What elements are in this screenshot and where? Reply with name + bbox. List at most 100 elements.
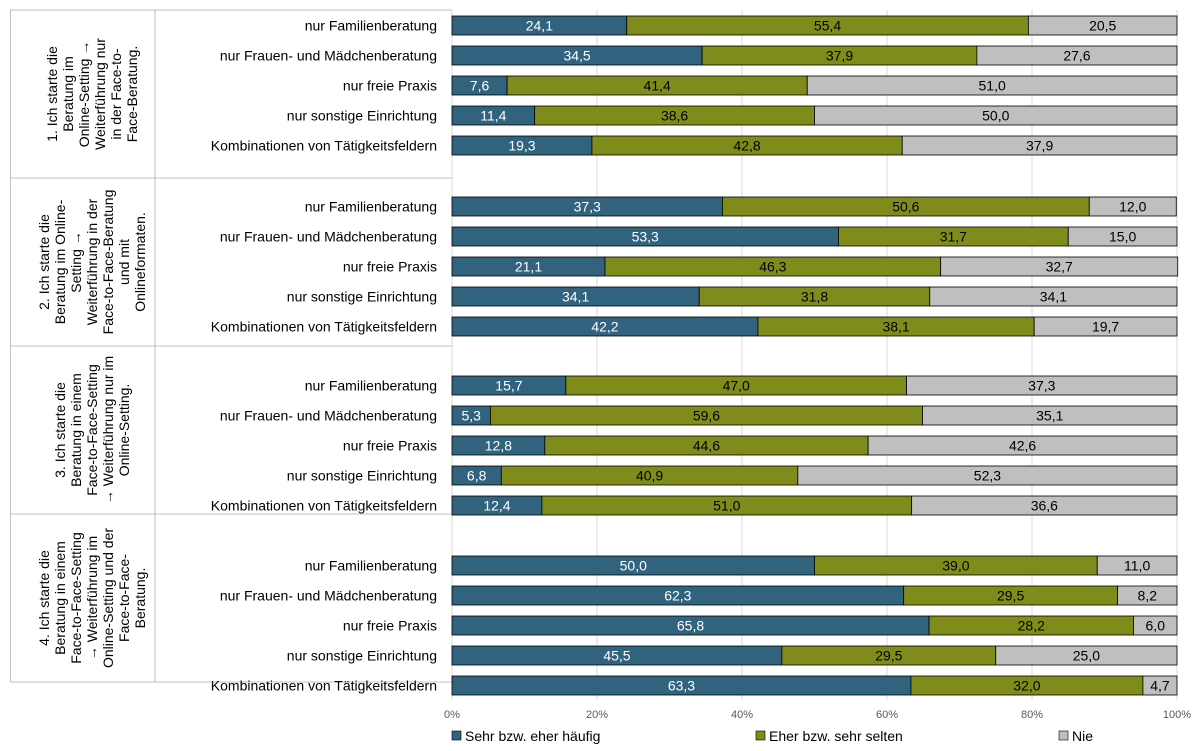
bar-value-label: 12,8 [485,438,512,454]
bar-value-label: 36,6 [1031,498,1058,514]
bar-value-label: 6,0 [1146,618,1166,634]
group-label-line: Face-to-Face-Setting [84,364,100,496]
group-label-line: Weiterführung in der [84,198,100,325]
group-label-line: und mit [116,239,132,285]
bar-segment [867,435,1178,456]
bars: nur Familienberatung 24,1 55,4 20,5 nur Frau… [211,15,1179,696]
bar-value-label: 45,5 [603,648,630,664]
group-label: 3. Ich starte die Beratung in einem Face-t… [52,356,132,504]
group-label-line: Beratung in einem [68,373,84,487]
group-label-line: → Weiterführung im [84,536,100,660]
bar-value-label: 6,8 [467,468,487,484]
x-tick-label: 60% [876,709,898,721]
category-label: nur Frauen- und Mädchenberatung [220,48,437,64]
bar-segment [1096,555,1178,576]
bar-value-label: 21,1 [515,259,542,275]
bar-value-label: 11,4 [480,108,506,124]
legend-swatch [755,730,766,741]
bar-value-label: 24,1 [526,18,553,34]
bar-value-label: 35,1 [1036,408,1063,424]
group-frames [10,9,452,683]
group-label: 1. Ich starte die Beratung im Online-Setti… [44,38,140,150]
bar-segment [806,75,1178,96]
group-label-line: Online-Setting und der [100,528,116,668]
bar-value-label: 34,1 [1040,289,1067,305]
bar-segment [906,375,1178,396]
group-label-line: 3. Ich starte die [52,382,68,478]
category-label: nur sonstige Einrichtung [287,108,437,124]
bar-segment [976,45,1178,66]
group-label: 2. Ich starte die Beratung im Online- Sett… [36,190,148,335]
bar-segment [922,405,1178,426]
category-label: nur Familienberatung [305,558,437,574]
bar-value-label: 19,7 [1092,319,1119,335]
x-tick-label: 40% [731,709,753,721]
legend-swatch [1058,730,1069,741]
category-label: nur Familienberatung [305,18,437,34]
bar-value-label: 53,3 [632,229,659,245]
bar-value-label: 7,6 [470,78,490,94]
bar-value-label: 46,3 [759,259,786,275]
group-label: 4. Ich starte die Beratung in einem Face-t… [36,528,148,668]
category-label: nur sonstige Einrichtung [287,468,437,484]
group-label-line: Online-Setting. [116,384,132,477]
bar-value-label: 51,0 [979,78,1006,94]
legend-label: Sehr bzw. eher häufig [465,728,600,744]
group-label-line: 4. Ich starte die [36,550,52,646]
group-label-line: 1. Ich starte die [44,46,60,142]
bar-value-label: 25,0 [1073,648,1100,664]
legend-label: Eher bzw. sehr selten [769,728,903,744]
bar-segment [940,256,1179,277]
bar-value-label: 51,0 [713,498,740,514]
category-label: nur freie Praxis [343,618,437,634]
bar-value-label: 5,3 [461,408,481,424]
bar-segment [1133,615,1178,636]
bar-value-label: 19,3 [508,138,535,154]
bar-value-label: 62,3 [664,588,691,604]
bar-segment [1117,585,1178,606]
bar-value-label: 40,9 [636,468,663,484]
category-label: Kombinationen von Tätigkeitsfeldern [211,138,437,154]
bar-segment [1088,196,1177,217]
bar-value-label: 29,5 [875,648,902,664]
bar-value-label: 37,9 [1026,138,1053,154]
bar-value-label: 39,0 [942,558,969,574]
bar-value-label: 15,7 [495,378,522,394]
legend: Sehr bzw. eher häufig Eher bzw. sehr selt… [451,728,1093,744]
x-axis: 0% 20% 40% 60% 80% 100% [444,709,1191,721]
bar-value-label: 8,2 [1138,588,1158,604]
category-label: nur sonstige Einrichtung [287,289,437,305]
group-label-line: Face-to-Face- [116,554,132,642]
bar-value-label: 50,0 [620,558,647,574]
category-label: Kombinationen von Tätigkeitsfeldern [211,498,437,514]
bar-value-label: 47,0 [723,378,750,394]
group-label-line: Beratung im Online- [52,199,68,324]
bar-segment [797,465,1178,486]
group-label-line: Face-to-Face-Beratung [100,190,116,335]
bar-value-label: 12,4 [483,498,510,514]
category-label: nur Familienberatung [305,378,437,394]
bar-value-label: 37,9 [826,48,853,64]
group-label-line: Weiterführung nur [92,38,108,150]
bar-value-label: 4,7 [1150,678,1170,694]
group-label-line: Beratung in einem [52,541,68,655]
bar-value-label: 27,6 [1063,48,1090,64]
bar-value-label: 15,0 [1109,229,1136,245]
category-label: nur Frauen- und Mädchenberatung [220,408,437,424]
group-label-line: in der Face-to- [108,48,124,139]
bar-value-label: 29,5 [997,588,1024,604]
group-label-line: 2. Ich starte die [36,214,52,310]
bar-value-label: 50,0 [982,108,1009,124]
bar-value-label: 52,3 [974,468,1001,484]
x-tick-label: 100% [1163,709,1191,721]
group-label-line: Beratung. [132,568,148,629]
bar-segment [1027,15,1178,36]
bar-value-label: 65,8 [677,618,704,634]
category-label: nur sonstige Einrichtung [287,648,437,664]
x-tick-label: 80% [1021,709,1043,721]
category-label: nur Frauen- und Mädchenberatung [220,229,437,245]
group-label-line: Online-Setting → [76,41,92,148]
bar-value-label: 42,6 [1009,438,1036,454]
bar-segment [1067,226,1178,247]
